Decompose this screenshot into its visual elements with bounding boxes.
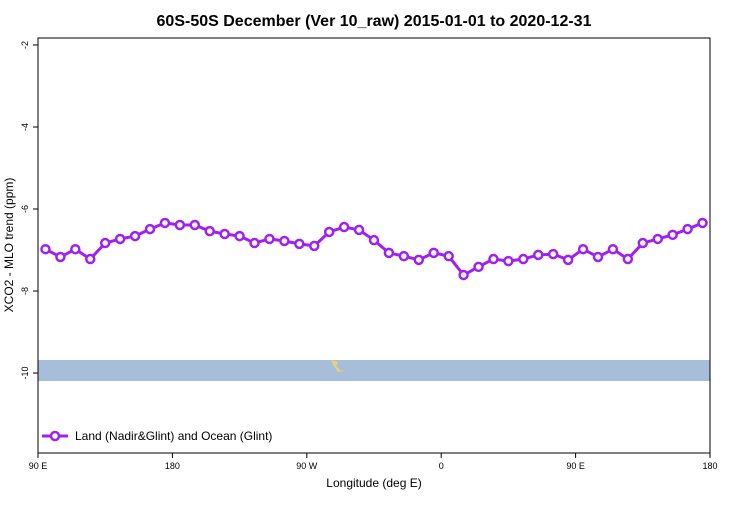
plot-frame [37,37,711,454]
point [428,247,439,259]
point [353,224,365,236]
y-tick-label: -6 [20,205,30,213]
point [323,226,335,238]
y-tick-label: -10 [20,367,30,380]
legend-marker [49,430,61,442]
x-tick-label: 180 [165,461,180,471]
point [338,221,350,233]
point [577,243,589,255]
point [547,248,559,260]
point [159,217,171,229]
point [682,223,693,235]
point [279,235,290,247]
point [562,254,574,266]
point [413,254,425,266]
point [70,243,81,255]
point [219,228,230,240]
point [55,251,66,263]
point [503,255,514,267]
point [189,219,201,231]
y-tick-label: -4 [20,123,30,131]
point [473,261,484,273]
point [114,233,126,245]
chart-title: 60S-50S December (Ver 10_raw) 2015-01-01… [157,13,592,30]
x-axis-label: Longitude (deg E) [326,476,421,490]
point [294,238,305,250]
point [518,253,529,265]
x-tick-label: 90 E [566,461,585,471]
point [652,233,663,245]
point [204,225,215,237]
point [174,219,186,231]
point [622,253,634,265]
point [129,230,141,242]
point [667,229,678,241]
point [309,240,320,252]
point [533,249,544,261]
point [443,250,454,262]
point [607,243,619,255]
x-tick-label: 0 [439,461,444,471]
point [234,230,245,242]
point [368,234,380,246]
point [383,247,395,259]
x-tick-label: 90 W [296,461,318,471]
y-tick-label: -8 [20,287,30,295]
land [331,360,344,372]
point [99,237,111,249]
x-tick-label: 90 E [29,461,48,471]
point [488,253,499,265]
point [249,237,260,249]
point [398,250,410,262]
legend: Land (Nadir&Glint) and Ocean (Glint) [42,429,272,443]
y-axis-label: XCO2 - MLO trend (ppm) [2,178,16,313]
point [85,253,96,265]
series-line [44,221,704,277]
point [144,223,156,235]
point [637,237,649,249]
point [458,269,469,281]
point [264,233,275,245]
x-tick-label: 180 [702,461,717,471]
point [592,251,604,263]
y-tick-label: -2 [20,41,30,49]
legend-label: Land (Nadir&Glint) and Ocean (Glint) [75,429,272,443]
point [697,217,708,229]
point [40,243,51,255]
latitude-band [38,360,710,381]
